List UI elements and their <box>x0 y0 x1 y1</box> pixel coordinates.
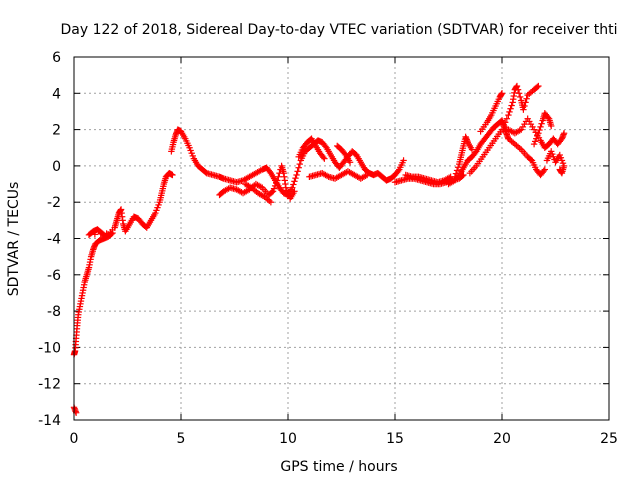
data-point-marker <box>321 155 328 162</box>
data-point-marker <box>520 106 527 113</box>
data-point-marker <box>169 171 176 179</box>
y-tick-label: -14 <box>38 413 61 429</box>
data-point-marker <box>296 160 303 168</box>
data-point-marker <box>346 159 354 166</box>
data-point-marker <box>502 119 509 126</box>
data-point-marker <box>507 105 514 112</box>
x-tick-label: 20 <box>493 431 511 447</box>
data-point-marker <box>513 82 521 90</box>
data-point-marker <box>538 120 545 127</box>
data-point-marker <box>548 122 555 130</box>
y-tick-label: -8 <box>47 304 61 320</box>
data-point-marker <box>505 111 512 119</box>
data-point-marker <box>395 167 402 175</box>
data-point-marker <box>515 90 523 97</box>
y-tick-label: 0 <box>52 159 61 175</box>
data-point-marker <box>556 166 563 173</box>
data-point-marker <box>508 102 515 109</box>
data-point-marker <box>454 164 462 171</box>
data-point-marker <box>291 188 298 195</box>
y-tick-label: 2 <box>52 123 61 139</box>
x-tick-label: 0 <box>70 431 79 447</box>
x-axis-label: GPS time / hours <box>280 459 397 475</box>
y-axis-label: SDTVAR / TECUs <box>6 182 22 297</box>
data-points <box>70 82 568 416</box>
data-point-marker <box>516 93 524 101</box>
data-point-marker <box>514 86 522 93</box>
x-tick-label: 5 <box>177 431 186 447</box>
y-tick-label: -6 <box>47 268 61 284</box>
plot-frame <box>73 56 610 421</box>
data-point-marker <box>468 146 476 153</box>
y-tick-label: -4 <box>47 232 61 248</box>
data-point-marker <box>275 173 282 180</box>
data-point-marker <box>320 154 327 161</box>
data-point-marker <box>521 102 528 110</box>
data-point-marker <box>363 171 371 179</box>
y-tick-label: -10 <box>38 340 61 356</box>
data-point-marker <box>498 90 506 97</box>
data-point-marker <box>292 174 299 182</box>
data-point-marker <box>290 181 297 188</box>
x-tick-label: 25 <box>600 431 618 447</box>
data-point-marker <box>535 82 542 90</box>
x-tick-labels: 0 5 10 15 20 25 <box>70 431 618 447</box>
data-point-marker <box>503 115 511 122</box>
data-point-marker <box>453 167 461 174</box>
data-point-marker <box>268 189 276 196</box>
x-tick-label: 15 <box>386 431 404 447</box>
data-point-marker <box>293 171 300 179</box>
data-point-marker <box>534 83 541 91</box>
x-tick-label: 10 <box>279 431 297 447</box>
y-tick-label: -2 <box>47 195 61 211</box>
data-point-marker <box>536 126 543 134</box>
data-point-marker <box>289 184 296 191</box>
data-point-marker <box>535 130 542 137</box>
data-point-marker <box>295 164 302 171</box>
data-point-marker <box>101 232 109 239</box>
data-point-marker <box>537 123 544 131</box>
data-point-marker <box>522 99 529 106</box>
data-point-marker <box>540 167 547 175</box>
grid-lines <box>74 57 609 420</box>
data-point-marker <box>523 95 530 102</box>
data-point-marker <box>400 157 407 164</box>
data-point-marker <box>291 178 298 185</box>
y-tick-label: -12 <box>38 377 61 393</box>
data-point-marker <box>267 199 275 206</box>
data-point-marker <box>294 168 301 175</box>
data-point-marker <box>452 170 460 177</box>
data-point-marker <box>274 177 281 184</box>
data-point-marker <box>451 173 459 180</box>
data-point-marker <box>560 130 568 137</box>
data-point-marker <box>506 108 513 116</box>
y-tick-labels: -14 -12 -10 -8 -6 -4 -2 0 2 4 6 <box>38 50 61 429</box>
y-tick-label: 4 <box>52 86 61 102</box>
data-point-marker <box>541 166 548 173</box>
chart-title: Day 122 of 2018, Sidereal Day-to-day VTE… <box>61 22 618 38</box>
y-tick-label: 6 <box>52 50 61 66</box>
